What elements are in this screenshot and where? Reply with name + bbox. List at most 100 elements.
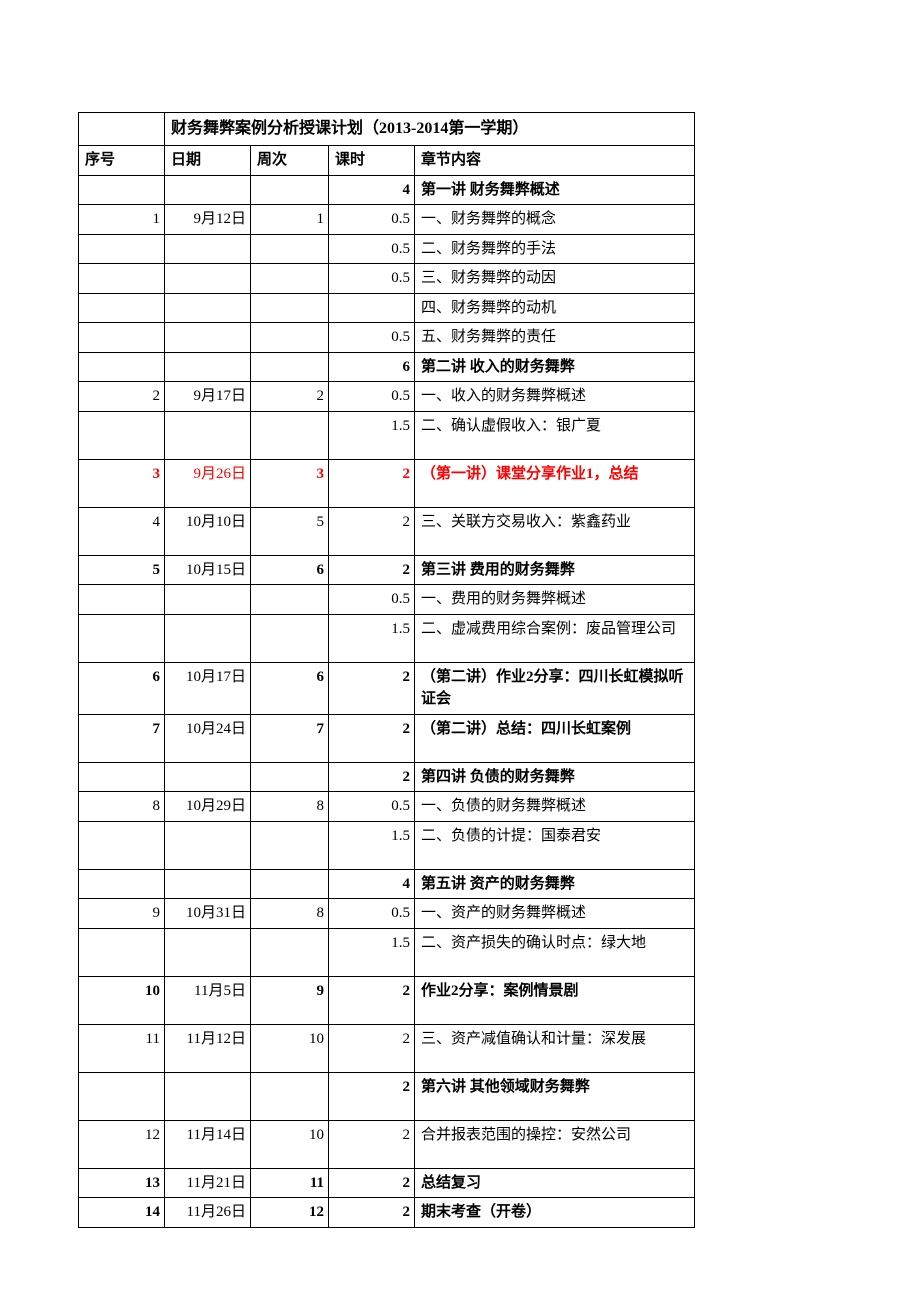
- title-blank-cell: [79, 113, 165, 146]
- cell-seq: [79, 928, 165, 976]
- cell-date: [165, 175, 251, 205]
- cell-seq: 11: [79, 1024, 165, 1072]
- table-row: 4第一讲 财务舞弊概述: [79, 175, 695, 205]
- cell-hours: 6: [329, 352, 415, 382]
- cell-date: [165, 411, 251, 459]
- cell-content: 二、资产损失的确认时点：绿大地: [415, 928, 695, 976]
- cell-week: [251, 1072, 329, 1120]
- cell-hours: 2: [329, 1072, 415, 1120]
- table-row: 19月12日10.5一、财务舞弊的概念: [79, 205, 695, 235]
- cell-date: [165, 264, 251, 294]
- cell-week: 8: [251, 792, 329, 822]
- cell-content: 第四讲 负债的财务舞弊: [415, 762, 695, 792]
- cell-seq: [79, 1072, 165, 1120]
- cell-hours: 2: [329, 1120, 415, 1168]
- table-row: 610月17日62（第二讲）作业2分享：四川长虹模拟听证会: [79, 662, 695, 714]
- cell-hours: 1.5: [329, 411, 415, 459]
- cell-hours: 0.5: [329, 205, 415, 235]
- cell-content: 合并报表范围的操控：安然公司: [415, 1120, 695, 1168]
- cell-seq: [79, 869, 165, 899]
- header-hours: 课时: [329, 146, 415, 176]
- header-content: 章节内容: [415, 146, 695, 176]
- cell-date: 11月5日: [165, 976, 251, 1024]
- cell-date: [165, 585, 251, 615]
- header-date: 日期: [165, 146, 251, 176]
- cell-week: 6: [251, 555, 329, 585]
- cell-seq: 4: [79, 507, 165, 555]
- cell-seq: 13: [79, 1168, 165, 1198]
- cell-content: 第二讲 收入的财务舞弊: [415, 352, 695, 382]
- cell-week: [251, 411, 329, 459]
- cell-hours: [329, 293, 415, 323]
- cell-date: [165, 869, 251, 899]
- table-row: 1.5二、资产损失的确认时点：绿大地: [79, 928, 695, 976]
- table-row: 4第五讲 资产的财务舞弊: [79, 869, 695, 899]
- table-row: 29月17日20.5一、收入的财务舞弊概述: [79, 382, 695, 412]
- header-row: 序号 日期 周次 课时 章节内容: [79, 146, 695, 176]
- cell-date: [165, 352, 251, 382]
- cell-seq: [79, 323, 165, 353]
- cell-hours: 2: [329, 459, 415, 507]
- table-row: 0.5五、财务舞弊的责任: [79, 323, 695, 353]
- cell-date: 9月26日: [165, 459, 251, 507]
- cell-date: [165, 1072, 251, 1120]
- cell-hours: 0.5: [329, 264, 415, 294]
- cell-content: 一、收入的财务舞弊概述: [415, 382, 695, 412]
- cell-date: [165, 614, 251, 662]
- cell-content: 一、费用的财务舞弊概述: [415, 585, 695, 615]
- cell-seq: [79, 293, 165, 323]
- cell-week: [251, 869, 329, 899]
- cell-hours: 4: [329, 175, 415, 205]
- cell-content: （第一讲）课堂分享作业1，总结: [415, 459, 695, 507]
- cell-hours: 2: [329, 555, 415, 585]
- cell-hours: 1.5: [329, 614, 415, 662]
- cell-week: 11: [251, 1168, 329, 1198]
- table-row: 0.5三、财务舞弊的动因: [79, 264, 695, 294]
- cell-seq: [79, 585, 165, 615]
- cell-content: 二、确认虚假收入：银广夏: [415, 411, 695, 459]
- cell-week: [251, 614, 329, 662]
- cell-week: 6: [251, 662, 329, 714]
- cell-content: 总结复习: [415, 1168, 695, 1198]
- table-row: 810月29日80.5一、负债的财务舞弊概述: [79, 792, 695, 822]
- cell-date: [165, 293, 251, 323]
- cell-content: 第一讲 财务舞弊概述: [415, 175, 695, 205]
- cell-hours: 2: [329, 1024, 415, 1072]
- cell-week: [251, 585, 329, 615]
- table-row: 1011月5日92作业2分享：案例情景剧: [79, 976, 695, 1024]
- table-row: 四、财务舞弊的动机: [79, 293, 695, 323]
- cell-date: 11月14日: [165, 1120, 251, 1168]
- cell-seq: 5: [79, 555, 165, 585]
- table-title: 财务舞弊案例分析授课计划（2013-2014第一学期）: [165, 113, 695, 146]
- cell-content: 五、财务舞弊的责任: [415, 323, 695, 353]
- cell-content: （第二讲）总结：四川长虹案例: [415, 714, 695, 762]
- cell-date: [165, 323, 251, 353]
- cell-seq: [79, 352, 165, 382]
- cell-content: 作业2分享：案例情景剧: [415, 976, 695, 1024]
- cell-seq: [79, 821, 165, 869]
- header-seq: 序号: [79, 146, 165, 176]
- cell-week: 3: [251, 459, 329, 507]
- cell-seq: 9: [79, 899, 165, 929]
- cell-hours: 2: [329, 1168, 415, 1198]
- cell-date: 10月31日: [165, 899, 251, 929]
- cell-date: [165, 928, 251, 976]
- table-row: 510月15日62第三讲 费用的财务舞弊: [79, 555, 695, 585]
- table-row: 1.5二、确认虚假收入：银广夏: [79, 411, 695, 459]
- cell-date: [165, 762, 251, 792]
- cell-hours: 2: [329, 762, 415, 792]
- cell-seq: 8: [79, 792, 165, 822]
- table-row: 910月31日80.5一、资产的财务舞弊概述: [79, 899, 695, 929]
- cell-seq: 1: [79, 205, 165, 235]
- cell-week: 2: [251, 382, 329, 412]
- cell-date: 9月12日: [165, 205, 251, 235]
- cell-hours: 4: [329, 869, 415, 899]
- cell-content: 二、虚减费用综合案例：废品管理公司: [415, 614, 695, 662]
- cell-week: [251, 762, 329, 792]
- schedule-table: 财务舞弊案例分析授课计划（2013-2014第一学期） 序号 日期 周次 课时 …: [78, 112, 695, 1228]
- cell-week: [251, 293, 329, 323]
- cell-content: 第六讲 其他领域财务舞弊: [415, 1072, 695, 1120]
- table-row: 1.5二、虚减费用综合案例：废品管理公司: [79, 614, 695, 662]
- table-row: 1411月26日122期末考查（开卷）: [79, 1198, 695, 1228]
- title-row: 财务舞弊案例分析授课计划（2013-2014第一学期）: [79, 113, 695, 146]
